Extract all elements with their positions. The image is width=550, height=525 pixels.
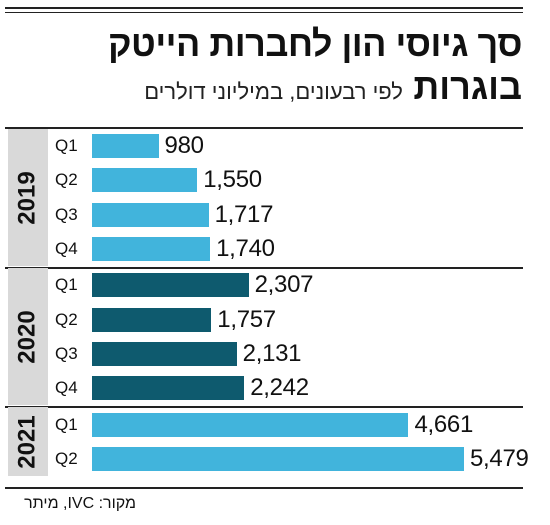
chart-title-line2: בוגרות [413, 66, 522, 107]
value-label: 2,131 [242, 339, 302, 367]
year-text: 2020 [14, 310, 42, 364]
bar-2019-Q2 [92, 168, 198, 193]
quarter-label: Q3 [55, 204, 78, 224]
quarter-label: Q1 [55, 136, 78, 156]
year-text: 2021 [14, 414, 42, 469]
top-rule-thick [5, 7, 523, 9]
year-box-2019 [8, 129, 48, 267]
bar-2019-Q1 [92, 134, 159, 159]
value-label: 1,740 [216, 235, 275, 263]
year-label-2021: 2021 [8, 407, 48, 476]
value-label: 5,479 [470, 444, 529, 472]
year-text: 2019 [14, 170, 42, 225]
bar-2020-Q3 [92, 341, 237, 366]
year-label-2019: 2019 [8, 129, 48, 266]
group-divider [5, 267, 523, 270]
chart-title: סך גיוסי הון לחברות הייטק [108, 23, 522, 64]
value-label: 980 [164, 132, 204, 160]
bar-2020-Q4 [92, 376, 245, 401]
chart-subtitle: לפי רבעונים, במיליוני דולרים [144, 79, 403, 104]
quarter-label: Q1 [55, 414, 78, 434]
bar-2021-Q2 [92, 446, 464, 471]
title-line-2: בוגרות לפי רבעונים, במיליוני דולרים [144, 66, 522, 108]
group-divider [5, 406, 523, 409]
quarter-label: Q4 [55, 378, 78, 398]
bar-2021-Q1 [92, 412, 409, 437]
quarter-label: Q4 [55, 239, 78, 259]
quarter-label: Q1 [55, 275, 78, 295]
value-label: 2,242 [250, 374, 309, 402]
quarter-label: Q2 [55, 170, 78, 190]
year-box-2020 [8, 268, 48, 406]
quarter-label: Q3 [55, 343, 78, 363]
chart-top-rule [5, 127, 523, 129]
year-box-2021 [8, 407, 48, 476]
bar-2020-Q2 [92, 307, 212, 332]
value-label: 1,717 [214, 200, 274, 228]
quarter-label: Q2 [55, 309, 78, 329]
quarter-label: Q2 [55, 448, 78, 468]
bar-2019-Q3 [92, 202, 209, 227]
value-label: 4,661 [414, 410, 474, 438]
top-rule-thin [5, 12, 523, 13]
source-note: מקור: IVC, מיתר [24, 495, 136, 512]
bottom-rule [5, 487, 523, 489]
value-label: 1,757 [217, 305, 276, 333]
year-label-2020: 2020 [8, 268, 48, 405]
value-label: 1,550 [203, 166, 262, 194]
value-label: 2,307 [254, 271, 314, 299]
bar-2020-Q1 [92, 273, 249, 298]
bar-2019-Q4 [92, 237, 211, 262]
